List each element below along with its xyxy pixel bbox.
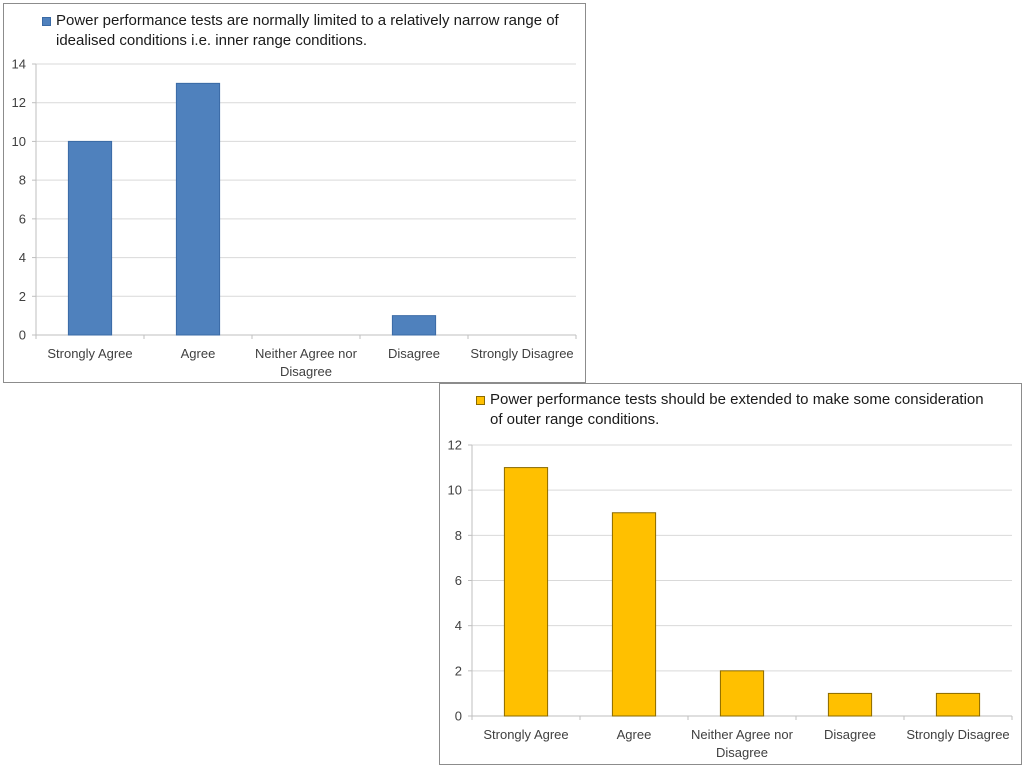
x-category-label: Neither Agree nor Disagree <box>255 346 358 379</box>
y-tick-label: 10 <box>12 134 26 149</box>
y-tick-label: 14 <box>12 57 26 72</box>
x-category-label: Agree <box>181 346 216 361</box>
chart-inner-range: Power performance tests are normally lim… <box>3 3 586 383</box>
y-tick-label: 6 <box>455 573 462 588</box>
x-category-label: Disagree <box>388 346 440 361</box>
x-category-label: Strongly Agree <box>47 346 132 361</box>
x-category-label: Disagree <box>824 727 876 742</box>
y-tick-label: 2 <box>19 289 26 304</box>
y-tick-label: 8 <box>19 173 26 188</box>
x-category-label: Strongly Disagree <box>470 346 573 361</box>
legend-label: Power performance tests are normally lim… <box>56 12 559 49</box>
legend-swatch <box>476 396 485 405</box>
y-tick-label: 4 <box>455 618 462 633</box>
y-tick-label: 12 <box>448 438 462 453</box>
y-tick-label: 6 <box>19 211 26 226</box>
x-category-label: Agree <box>617 727 652 742</box>
y-tick-label: 8 <box>455 528 462 543</box>
chart-outer-range: Power performance tests should be extend… <box>439 383 1022 765</box>
legend-swatch <box>42 17 51 26</box>
x-category-label: Neither Agree nor Disagree <box>691 727 794 760</box>
x-category-label: Strongly Disagree <box>906 727 1009 742</box>
y-tick-label: 4 <box>19 250 26 265</box>
legend: Power performance tests are normally lim… <box>42 11 562 51</box>
bar-plot: 0 2 4 6 8 10 12 Strongly Agree Agree Neither Agre… <box>448 438 1013 760</box>
y-tick-label: 0 <box>19 328 26 343</box>
legend: Power performance tests should be extend… <box>476 390 996 430</box>
bar-plot: 0 2 4 6 8 10 12 14 Strongly Agree Agree Neither Ag… <box>12 57 577 379</box>
x-category-label: Strongly Agree <box>483 727 568 742</box>
y-tick-label: 0 <box>455 709 462 724</box>
legend-label: Power performance tests should be extend… <box>490 391 984 428</box>
y-tick-label: 12 <box>12 95 26 110</box>
y-tick-label: 10 <box>448 483 462 498</box>
y-tick-label: 2 <box>455 663 462 678</box>
